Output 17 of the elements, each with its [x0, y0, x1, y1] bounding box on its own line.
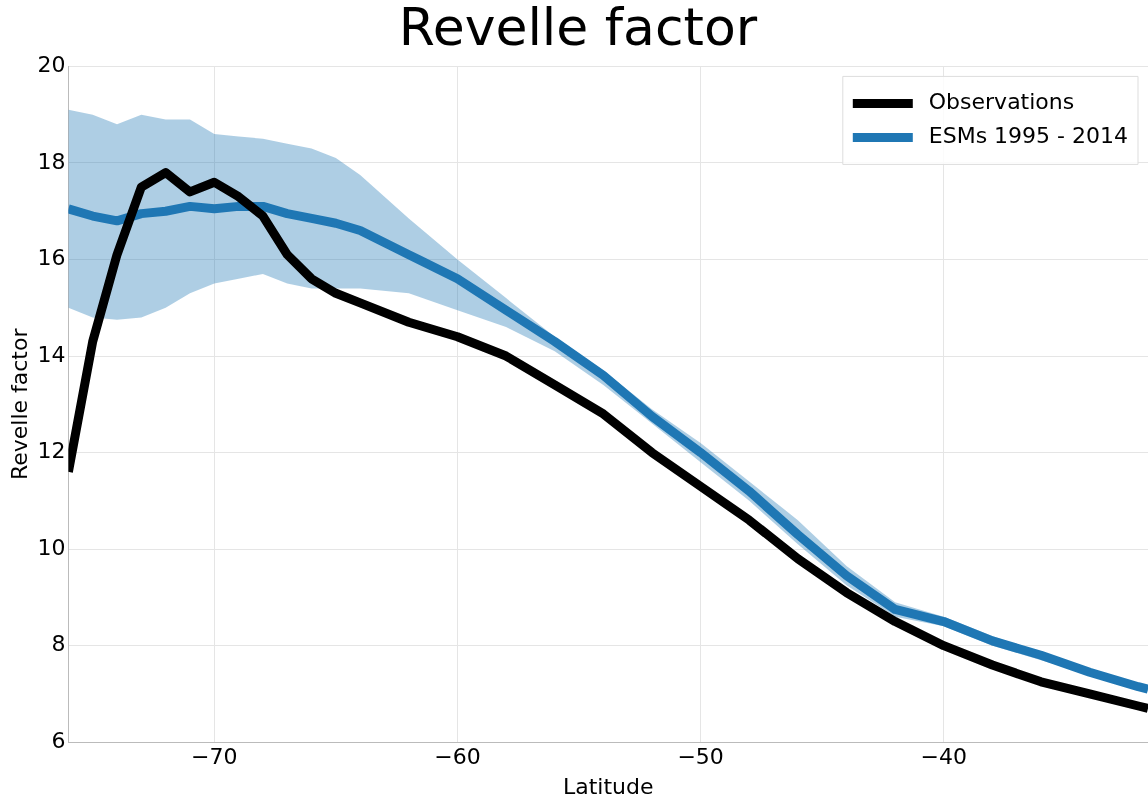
- x-axis-title: Latitude: [562, 773, 654, 799]
- x-tick-label: −40: [920, 744, 967, 770]
- y-tick-label: 20: [37, 52, 66, 78]
- y-tick-label: 8: [51, 631, 66, 657]
- y-tick-label: 14: [37, 341, 66, 367]
- y-tick-label: 6: [51, 727, 66, 753]
- x-tick-label: −60: [434, 744, 481, 770]
- x-tick-label: −50: [677, 744, 724, 770]
- y-axis-title: Revelle factor: [6, 327, 32, 481]
- chart-title: Revelle factor: [398, 0, 758, 57]
- y-tick-label: 16: [37, 245, 66, 271]
- legend-label: Observations: [928, 89, 1075, 115]
- y-tick-label: 18: [37, 148, 66, 174]
- y-tick-label: 10: [37, 534, 66, 560]
- x-tick-label: −70: [191, 744, 238, 770]
- legend-label: ESMs 1995 - 2014: [928, 123, 1128, 149]
- y-tick-label: 12: [37, 438, 66, 464]
